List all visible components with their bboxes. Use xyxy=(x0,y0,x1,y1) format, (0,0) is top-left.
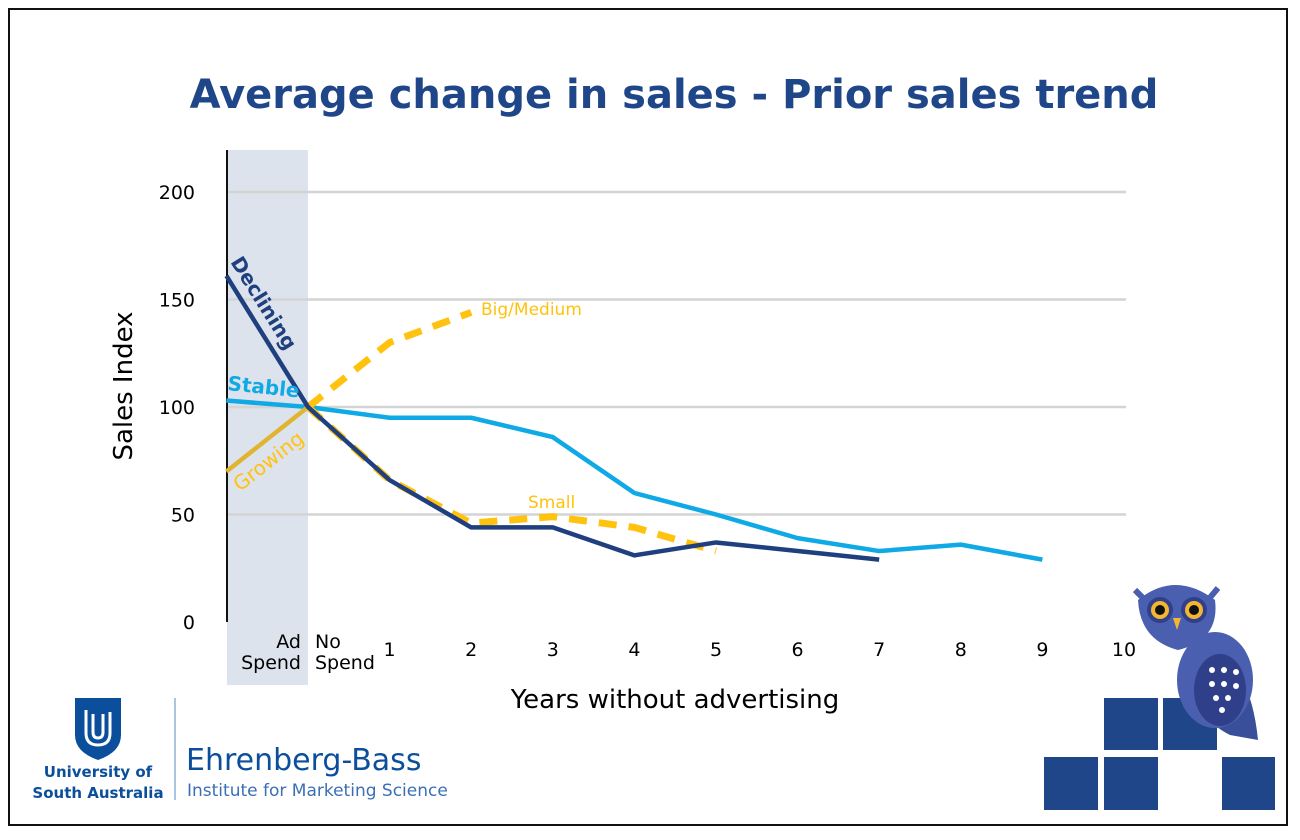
y-tick-label: 150 xyxy=(159,290,195,312)
x-tick-label: No xyxy=(315,631,341,653)
y-axis-label: Sales Index xyxy=(109,311,139,460)
slide-frame xyxy=(8,8,1288,826)
series-line-declining xyxy=(224,274,880,562)
x-tick-label: 3 xyxy=(547,639,559,661)
y-tick-label: 0 xyxy=(183,612,195,634)
series-line-big-medium xyxy=(305,309,473,410)
unisa-logo-text: University of South Australia xyxy=(28,762,168,804)
x-tick-label: Ad xyxy=(276,631,301,653)
ebi-logo-name: Ehrenberg-Bass xyxy=(186,743,422,778)
x-tick-label: 2 xyxy=(465,639,477,661)
y-tick-label: 200 xyxy=(159,182,195,204)
unisa-line1: University of xyxy=(43,763,153,781)
x-tick-label: 4 xyxy=(628,639,640,661)
x-tick-label: 7 xyxy=(873,639,885,661)
y-tick-label: 50 xyxy=(171,505,195,527)
x-tick-label: 5 xyxy=(710,639,722,661)
chart-title: Average change in sales - Prior sales tr… xyxy=(190,72,1159,118)
x-tick-label: Spend xyxy=(241,652,301,674)
x-tick-label: 8 xyxy=(955,639,967,661)
series-line-stable xyxy=(226,398,1043,562)
series-line-growing xyxy=(225,405,310,474)
y-tick-label: 100 xyxy=(159,397,195,419)
owl-mascot-icon xyxy=(1132,585,1258,740)
unisa-shield-logo xyxy=(75,698,121,760)
x-axis-label: Years without advertising xyxy=(510,685,840,715)
unisa-line2: South Australia xyxy=(32,784,164,802)
series-label-small: Small xyxy=(528,493,575,513)
x-tick-label: Spend xyxy=(315,652,375,674)
x-tick-label: 6 xyxy=(792,639,804,661)
ebi-logo-subtitle: Institute for Marketing Science xyxy=(187,781,448,801)
x-tick-label: 10 xyxy=(1112,639,1136,661)
x-tick-label: 9 xyxy=(1036,639,1048,661)
x-tick-label: 1 xyxy=(384,639,396,661)
series-label-big-medium: Big/Medium xyxy=(481,300,582,320)
